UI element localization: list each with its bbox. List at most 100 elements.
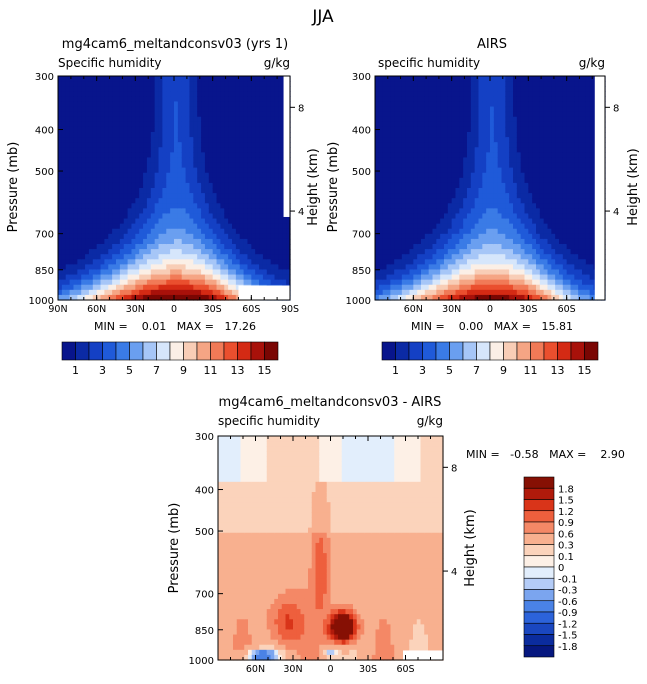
contour-cell [197, 167, 202, 174]
x-tick-label: 30N [126, 304, 145, 315]
contour-cell [444, 249, 449, 255]
contour-cell [266, 162, 272, 169]
contour-cell [247, 126, 252, 133]
contour-cell [185, 279, 191, 286]
contour-cell [459, 111, 464, 118]
contour-cell [162, 162, 167, 169]
contour-cell [532, 116, 537, 123]
contour-cell [224, 264, 229, 271]
contour-cell [255, 223, 260, 230]
contour-cell [143, 208, 148, 215]
contour-cell [193, 157, 198, 164]
contour-cell [459, 152, 464, 159]
contour-cell [185, 172, 191, 179]
contour-cell [559, 81, 564, 87]
contour-cell [116, 152, 121, 159]
contour-cell [197, 101, 202, 108]
contour-cell [232, 254, 237, 260]
contour-cell [81, 244, 86, 250]
contour-cell [566, 218, 572, 225]
contour-cell [386, 152, 391, 159]
contour-cell [467, 203, 472, 209]
contour-cell [482, 76, 487, 82]
contour-cell [150, 137, 156, 143]
contour-cell [104, 76, 109, 82]
contour-cell [501, 279, 506, 286]
contour-cell [154, 188, 160, 194]
contour-cell [185, 208, 191, 215]
contour-cell [174, 228, 179, 235]
contour-cell [259, 249, 264, 255]
contour-cell [189, 244, 194, 250]
contour-cell [228, 76, 233, 82]
contour-cell [235, 152, 241, 159]
contour-cell [478, 152, 483, 159]
contour-cell [375, 167, 380, 174]
contour-cell [547, 182, 552, 189]
contour-cell [413, 172, 418, 179]
contour-cell [96, 121, 102, 128]
contour-cell [208, 269, 214, 276]
contour-cell [139, 142, 144, 148]
contour-cell [520, 172, 526, 179]
contour-cell [247, 76, 252, 82]
contour-cell [85, 167, 90, 174]
contour-cell [566, 81, 572, 87]
contour-cell [208, 218, 214, 225]
contour-cell [444, 96, 449, 103]
contour-cell [463, 111, 468, 118]
contour-cell [201, 101, 206, 108]
contour-cell [69, 279, 75, 286]
contour-cell [232, 96, 237, 103]
contour-cell [61, 233, 67, 240]
contour-cell [112, 259, 117, 265]
contour-cell [123, 208, 129, 215]
contour-cell [405, 249, 411, 255]
contour-cell [154, 238, 160, 245]
contour-cell [270, 177, 276, 184]
contour-cell [401, 208, 407, 215]
contour-cell [409, 274, 414, 281]
contour-cell [547, 172, 552, 179]
contour-cell [212, 81, 218, 87]
contour-cell [398, 142, 403, 148]
contour-cell [127, 86, 133, 92]
contour-cell [470, 218, 476, 225]
contour-cell [174, 208, 179, 215]
contour-cell [58, 101, 63, 108]
contour-cell [398, 284, 403, 291]
contour-cell [69, 228, 75, 235]
contour-cell [158, 106, 163, 113]
contour-cell [123, 294, 129, 301]
contour-cell [112, 177, 117, 184]
contour-cell [266, 198, 272, 204]
contour-cell [547, 203, 552, 209]
contour-cell [536, 238, 541, 245]
contour-cell [81, 91, 86, 97]
contour-cell [394, 269, 399, 276]
contour-cell [440, 132, 445, 138]
contour-cell [278, 137, 283, 143]
contour-cell [204, 121, 210, 128]
contour-cell [455, 172, 460, 179]
contour-cell [88, 111, 94, 118]
contour-cell [116, 121, 121, 128]
contour-cell [220, 137, 225, 143]
contour-cell [143, 132, 148, 138]
contour-cell [509, 249, 514, 255]
contour-cell [266, 249, 272, 255]
contour-cell [447, 172, 453, 179]
contour-cell [390, 132, 395, 138]
contour-cell [262, 203, 268, 209]
contour-cell [539, 142, 545, 148]
contour-cell [444, 233, 449, 240]
contour-cell [547, 152, 552, 159]
contour-cell [96, 274, 102, 281]
contour-cell [266, 157, 272, 164]
contour-cell [247, 203, 252, 209]
contour-cell [424, 213, 430, 220]
contour-cell [463, 172, 468, 179]
contour-cell [201, 228, 206, 235]
contour-cell [444, 126, 449, 133]
contour-cell [243, 116, 249, 123]
